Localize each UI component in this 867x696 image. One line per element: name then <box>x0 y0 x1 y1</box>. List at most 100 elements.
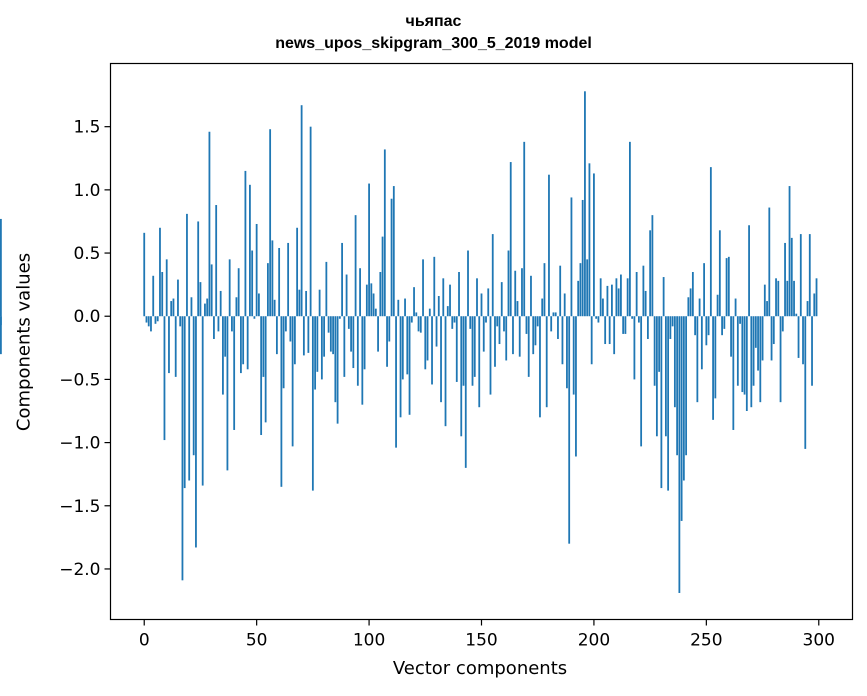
bar <box>577 280 580 317</box>
bar <box>802 316 804 365</box>
bar <box>727 256 730 317</box>
bar <box>509 162 512 317</box>
bar <box>554 312 557 317</box>
bar <box>213 316 215 339</box>
bar <box>316 316 319 372</box>
y-tick-label: 1.5 <box>73 118 100 138</box>
bar <box>165 259 168 317</box>
bar <box>624 316 627 334</box>
bars-group <box>0 91 818 593</box>
bar <box>264 316 267 423</box>
bar <box>410 316 413 323</box>
bar <box>388 316 391 342</box>
bar <box>480 293 483 317</box>
bar <box>512 316 514 355</box>
bar <box>491 234 494 317</box>
bar <box>721 316 723 336</box>
bar <box>352 316 355 369</box>
bar <box>626 278 629 317</box>
bar <box>548 174 550 317</box>
bar <box>703 263 705 317</box>
bar <box>552 312 555 317</box>
bar <box>545 316 548 408</box>
bar <box>156 316 159 322</box>
x-tick-label: 250 <box>690 631 722 651</box>
bar <box>408 316 411 415</box>
bar <box>748 225 750 317</box>
bar <box>431 316 433 385</box>
bar <box>210 264 213 317</box>
bar <box>557 316 559 339</box>
bar <box>530 275 532 317</box>
bar <box>440 316 442 403</box>
bar <box>743 316 746 395</box>
bar <box>806 301 809 317</box>
bar <box>168 316 170 374</box>
bar <box>197 221 200 317</box>
bar <box>424 316 427 370</box>
bar <box>231 316 233 332</box>
bar <box>532 316 535 355</box>
bar <box>637 316 640 323</box>
bar <box>222 316 224 395</box>
bar <box>788 186 791 317</box>
bar <box>581 199 584 317</box>
bar <box>437 296 440 317</box>
chart-subtitle: news_upos_skipgram_300_5_2019 model <box>275 35 592 52</box>
bar <box>262 316 265 377</box>
x-tick-label: 200 <box>578 631 610 651</box>
bar <box>251 250 254 317</box>
bar <box>177 279 179 317</box>
bar <box>745 316 748 411</box>
bar <box>687 297 690 317</box>
bar <box>446 306 449 317</box>
bar <box>620 274 622 317</box>
bar <box>426 316 429 361</box>
bar <box>534 316 537 346</box>
bar <box>766 301 768 317</box>
bar <box>363 316 366 370</box>
bar <box>696 316 699 403</box>
bar <box>287 242 290 317</box>
bar <box>188 316 191 481</box>
bar <box>671 316 674 327</box>
bar <box>309 126 312 317</box>
bar <box>395 316 397 448</box>
bar <box>217 316 220 332</box>
bar <box>246 316 249 370</box>
bar <box>361 316 364 405</box>
bar <box>341 242 343 317</box>
bar <box>233 316 236 430</box>
bar <box>563 293 566 317</box>
bar <box>228 259 231 317</box>
bar <box>723 316 726 329</box>
bar <box>296 227 299 317</box>
bar <box>0 218 2 317</box>
bar <box>759 316 762 403</box>
bar <box>152 275 155 317</box>
bar <box>631 316 634 319</box>
chart-title: чьяпас <box>405 13 462 30</box>
bar <box>150 316 152 332</box>
bar <box>249 184 251 317</box>
bar <box>734 298 737 317</box>
bar <box>691 272 694 317</box>
bar <box>572 316 575 395</box>
bar <box>464 316 467 468</box>
bar <box>536 316 539 327</box>
bar <box>390 198 393 317</box>
bar <box>449 284 451 317</box>
bar <box>777 280 780 317</box>
bar <box>413 287 415 317</box>
bar <box>716 294 719 317</box>
bar <box>629 141 631 317</box>
bar <box>282 316 285 389</box>
bar <box>593 173 595 317</box>
bar <box>586 259 589 317</box>
y-tick-label: −1.0 <box>59 434 100 454</box>
bar <box>397 299 400 317</box>
x-tick-label: 300 <box>803 631 835 651</box>
bar <box>170 301 173 317</box>
bar <box>518 316 521 357</box>
